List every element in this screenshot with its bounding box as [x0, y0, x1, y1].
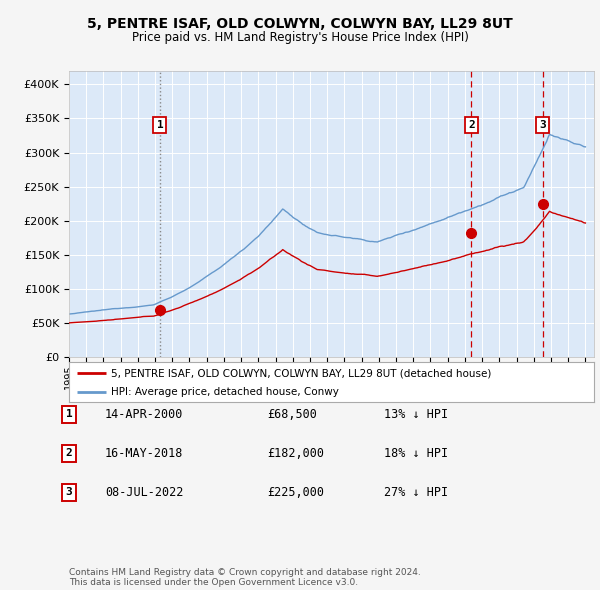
Text: 13% ↓ HPI: 13% ↓ HPI	[384, 408, 448, 421]
Text: 27% ↓ HPI: 27% ↓ HPI	[384, 486, 448, 499]
Text: £182,000: £182,000	[267, 447, 324, 460]
Text: 18% ↓ HPI: 18% ↓ HPI	[384, 447, 448, 460]
Text: 1: 1	[157, 120, 163, 130]
Text: 14-APR-2000: 14-APR-2000	[105, 408, 184, 421]
Text: HPI: Average price, detached house, Conwy: HPI: Average price, detached house, Conw…	[111, 386, 339, 396]
Text: 3: 3	[539, 120, 546, 130]
Text: 2: 2	[65, 448, 73, 458]
Text: Price paid vs. HM Land Registry's House Price Index (HPI): Price paid vs. HM Land Registry's House …	[131, 31, 469, 44]
Text: £225,000: £225,000	[267, 486, 324, 499]
Text: Contains HM Land Registry data © Crown copyright and database right 2024.
This d: Contains HM Land Registry data © Crown c…	[69, 568, 421, 587]
Text: 1: 1	[65, 409, 73, 419]
Text: 2: 2	[468, 120, 475, 130]
Text: £68,500: £68,500	[267, 408, 317, 421]
Text: 5, PENTRE ISAF, OLD COLWYN, COLWYN BAY, LL29 8UT: 5, PENTRE ISAF, OLD COLWYN, COLWYN BAY, …	[87, 17, 513, 31]
Text: 5, PENTRE ISAF, OLD COLWYN, COLWYN BAY, LL29 8UT (detached house): 5, PENTRE ISAF, OLD COLWYN, COLWYN BAY, …	[111, 368, 491, 378]
Text: 16-MAY-2018: 16-MAY-2018	[105, 447, 184, 460]
Text: 08-JUL-2022: 08-JUL-2022	[105, 486, 184, 499]
Text: 3: 3	[65, 487, 73, 497]
